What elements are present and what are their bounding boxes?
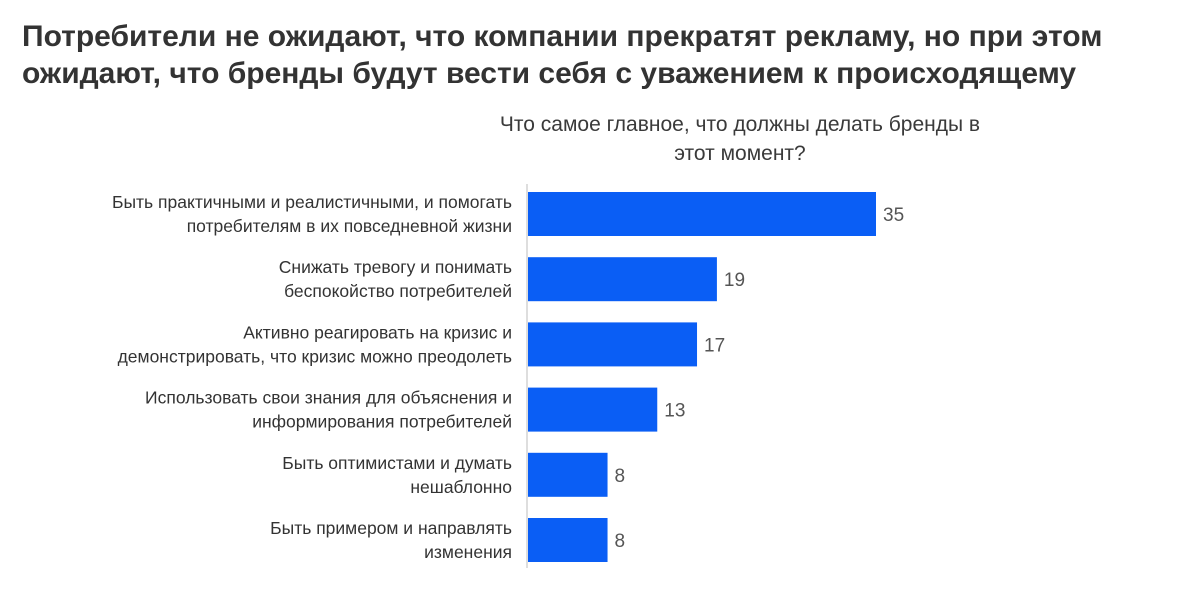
bar xyxy=(528,257,717,302)
category-label: Быть примером и направлять xyxy=(270,518,512,538)
category-label: нешаблонно xyxy=(410,477,512,497)
category-label: беспокойство потребителей xyxy=(284,281,512,301)
category-label: Снижать тревогу и понимать xyxy=(279,257,512,277)
bar-value-label: 17 xyxy=(704,335,725,356)
headline-line-2: ожидают, что бренды будут вести себя с у… xyxy=(22,57,1077,90)
category-label: Использовать свои знания для объяснения … xyxy=(145,388,512,408)
category-label: информирования потребителей xyxy=(252,412,512,432)
category-label: потребителям в их повседневной жизни xyxy=(187,216,512,236)
bar-value-label: 8 xyxy=(615,466,626,487)
headline-line-1: Потребители не ожидают, что компании пре… xyxy=(22,20,1103,53)
chart-headline: Потребители не ожидают, что компании пре… xyxy=(22,18,1182,92)
bar xyxy=(528,518,608,562)
chart-title: Что самое главное, что должны делать бре… xyxy=(440,110,1040,168)
bar-value-label: 35 xyxy=(883,205,904,226)
category-label: Быть оптимистами и думать xyxy=(282,453,512,473)
bar-value-label: 8 xyxy=(615,531,626,552)
bar xyxy=(528,387,658,432)
bar xyxy=(528,322,698,367)
category-label: демонстрировать, что кризис можно преодо… xyxy=(118,346,512,366)
category-label: Активно реагировать на кризис и xyxy=(243,322,512,342)
chart-title-line-2: этот момент? xyxy=(674,142,806,165)
chart-title-line-1: Что самое главное, что должны делать бре… xyxy=(499,113,981,136)
category-label: Быть практичными и реалистичными, и помо… xyxy=(112,192,512,212)
bar xyxy=(528,192,876,236)
bar-value-label: 19 xyxy=(724,270,745,291)
bar-value-label: 13 xyxy=(664,401,685,422)
bar xyxy=(528,452,608,497)
category-label: изменения xyxy=(424,542,512,562)
